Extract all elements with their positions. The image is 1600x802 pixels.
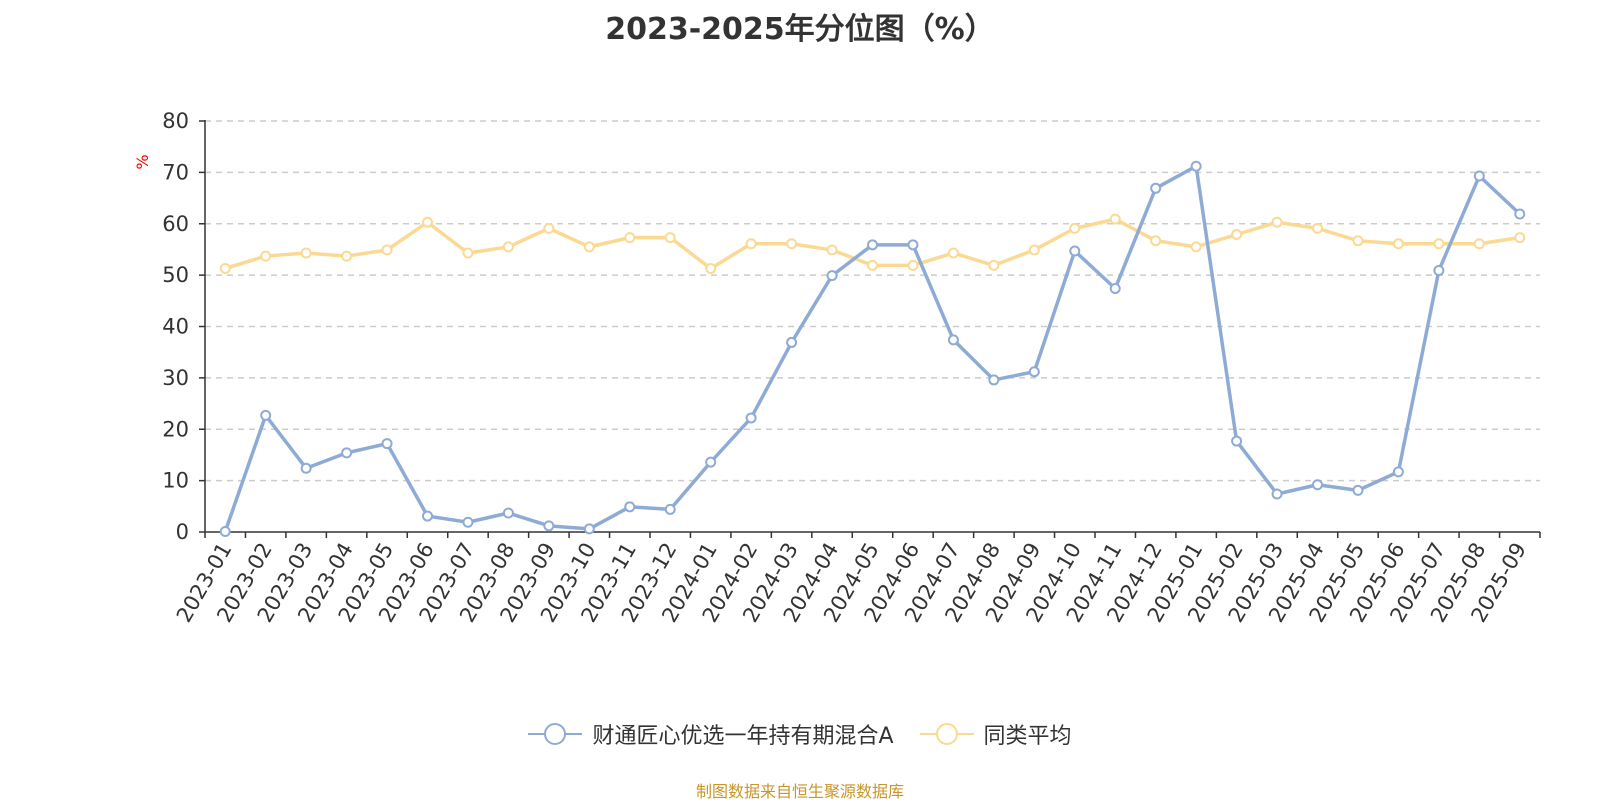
legend-item-series-b[interactable]: 同类平均: [919, 718, 1072, 750]
data-point-b: [826, 244, 838, 256]
data-point-a: [502, 507, 514, 519]
legend-label-series-a: 财通匠心优选一年持有期混合A: [592, 724, 894, 749]
data-point-b: [1312, 222, 1323, 234]
axes: 010203040506070802023-012023-022023-0320…: [162, 109, 1541, 626]
y-tick-label: 20: [162, 417, 189, 441]
data-point-a: [786, 336, 798, 348]
legend-marker-series-b: [919, 723, 974, 745]
data-point-a: [422, 510, 433, 522]
data-point-b: [745, 238, 757, 250]
data-point-a: [947, 334, 959, 346]
data-point-a: [988, 374, 1000, 386]
series-line-a: [223, 164, 1521, 533]
data-point-b: [341, 250, 353, 262]
data-point-b: [664, 232, 676, 244]
data-point-a: [826, 270, 838, 282]
data-point-a: [462, 516, 474, 528]
data-point-a: [1109, 282, 1121, 294]
y-tick-label: 40: [162, 315, 189, 339]
data-point-b: [705, 262, 717, 274]
data-point-b: [1150, 235, 1162, 247]
data-point-b: [1069, 222, 1081, 234]
data-point-a: [1312, 479, 1323, 491]
legend: 财通匠心优选一年持有期混合A 同类平均: [0, 718, 1600, 750]
data-point-b: [867, 259, 878, 271]
data-point-a: [219, 525, 231, 537]
data-point-a: [907, 239, 919, 251]
data-point-a: [705, 456, 717, 468]
data-point-a: [1271, 488, 1283, 500]
data-point-a: [624, 501, 636, 513]
series-layer: [219, 160, 1526, 537]
legend-label-series-b: 同类平均: [983, 724, 1072, 749]
y-tick-label: 50: [162, 263, 189, 287]
data-point-a: [583, 523, 595, 535]
data-point-a: [341, 447, 353, 459]
data-point-a: [260, 409, 272, 421]
data-point-a: [543, 520, 555, 532]
data-point-a: [1231, 435, 1243, 447]
data-point-b: [1352, 235, 1364, 247]
data-point-a: [1514, 208, 1526, 220]
data-point-b: [786, 238, 798, 250]
data-point-b: [1271, 216, 1283, 228]
data-point-a: [1028, 366, 1040, 378]
data-point-b: [1392, 238, 1404, 250]
data-point-b: [1473, 238, 1485, 250]
data-point-b: [1028, 244, 1040, 256]
data-point-a: [664, 503, 676, 515]
y-tick-label: 0: [176, 520, 189, 544]
data-point-b: [1190, 241, 1202, 253]
data-point-a: [1190, 160, 1202, 172]
data-point-b: [1433, 238, 1445, 250]
data-point-b: [300, 247, 312, 259]
data-point-b: [907, 259, 919, 271]
data-point-b: [502, 241, 514, 253]
legend-marker-series-a: [528, 723, 583, 745]
data-point-a: [1433, 265, 1445, 277]
data-point-a: [381, 438, 393, 450]
data-point-a: [1392, 466, 1404, 478]
data-point-b: [381, 244, 393, 256]
data-point-a: [1150, 182, 1162, 194]
data-point-a: [1352, 484, 1364, 496]
y-tick-label: 30: [162, 366, 189, 390]
y-tick-label: 70: [162, 160, 189, 184]
chart-title: 2023-2025年分位图（%）: [605, 12, 995, 47]
data-point-b: [422, 216, 433, 228]
data-point-a: [1069, 245, 1081, 257]
data-point-b: [583, 241, 595, 253]
data-point-b: [624, 232, 636, 244]
data-point-b: [988, 259, 1000, 271]
data-point-b: [1109, 213, 1121, 225]
data-point-b: [1514, 232, 1526, 244]
data-point-b: [219, 262, 231, 274]
grid-lines: [205, 120, 1540, 482]
y-tick-label: 60: [162, 212, 189, 236]
data-point-a: [867, 239, 878, 251]
data-point-a: [300, 462, 312, 474]
data-point-b: [543, 222, 555, 234]
data-point-b: [947, 247, 959, 259]
data-point-b: [260, 250, 272, 262]
data-point-a: [1473, 170, 1485, 182]
data-point-b: [462, 247, 474, 259]
y-tick-label: 10: [162, 469, 189, 493]
source-note: 制图数据来自恒生聚源数据库: [695, 782, 904, 801]
y-tick-label: 80: [162, 109, 189, 133]
y-axis-unit-label: %: [133, 154, 152, 169]
legend-item-series-a[interactable]: 财通匠心优选一年持有期混合A: [528, 718, 894, 750]
data-point-a: [745, 412, 757, 424]
data-point-b: [1231, 229, 1243, 241]
